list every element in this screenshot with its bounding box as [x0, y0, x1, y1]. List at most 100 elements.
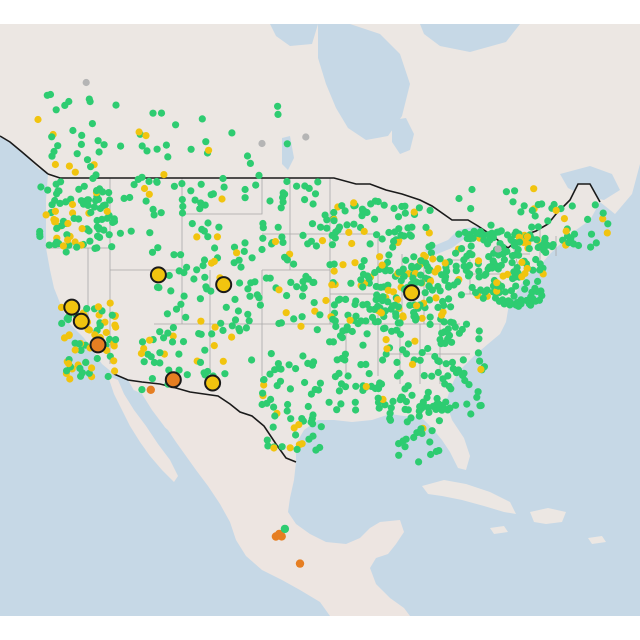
station-point-good[interactable] [278, 233, 286, 241]
station-point-good[interactable] [309, 420, 317, 428]
station-point-good[interactable] [242, 324, 250, 332]
station-point-moderate[interactable] [328, 281, 336, 289]
station-point-good[interactable] [362, 360, 370, 368]
station-marker-usg[interactable] [89, 336, 107, 354]
station-point-good[interactable] [305, 184, 313, 192]
station-point-good[interactable] [510, 187, 519, 195]
station-point-good[interactable] [399, 346, 407, 354]
station-markers-large[interactable] [63, 266, 421, 392]
station-point-good[interactable] [441, 275, 449, 283]
station-point-good[interactable] [334, 296, 343, 304]
station-point-moderate[interactable] [477, 365, 485, 373]
station-point-moderate[interactable] [275, 286, 283, 294]
station-point-good[interactable] [146, 229, 154, 237]
station-point-good[interactable] [163, 310, 171, 318]
station-point-moderate[interactable] [197, 317, 205, 325]
station-point-moderate[interactable] [408, 360, 417, 368]
station-point-good[interactable] [367, 200, 375, 208]
station-point-moderate[interactable] [112, 323, 120, 331]
station-point-good[interactable] [312, 242, 320, 250]
station-point-good[interactable] [309, 432, 317, 440]
station-point-good[interactable] [386, 416, 395, 424]
station-point-good[interactable] [112, 336, 120, 344]
station-point-good[interactable] [389, 397, 397, 405]
station-point-good[interactable] [381, 267, 389, 275]
station-point-good[interactable] [258, 400, 266, 409]
station-point-moderate[interactable] [64, 219, 72, 228]
station-point-moderate[interactable] [57, 303, 66, 311]
station-point-good[interactable] [394, 319, 402, 327]
station-point-good[interactable] [434, 303, 442, 311]
station-point-good[interactable] [587, 230, 596, 238]
station-point-good[interactable] [96, 233, 104, 241]
station-point-good[interactable] [116, 229, 124, 237]
station-point-good[interactable] [440, 318, 448, 326]
station-point-good[interactable] [263, 436, 271, 444]
station-point-moderate[interactable] [50, 215, 58, 224]
station-point-good[interactable] [179, 338, 188, 346]
station-point-moderate[interactable] [59, 242, 67, 250]
station-point-moderate[interactable] [111, 367, 119, 375]
station-point-good[interactable] [458, 245, 466, 253]
station-point-good[interactable] [460, 256, 468, 264]
station-point-good[interactable] [338, 202, 346, 210]
station-point-good[interactable] [384, 298, 392, 306]
station-point-good[interactable] [417, 271, 425, 279]
station-point-good[interactable] [217, 319, 225, 327]
station-point-good[interactable] [260, 376, 268, 384]
station-point-good[interactable] [424, 344, 432, 353]
station-point-good[interactable] [540, 240, 548, 248]
station-point-good[interactable] [417, 425, 425, 433]
station-point-good[interactable] [235, 325, 243, 333]
station-point-good[interactable] [402, 256, 410, 264]
station-point-good[interactable] [568, 202, 576, 210]
station-point-good[interactable] [287, 278, 295, 286]
station-point-good[interactable] [240, 247, 248, 255]
station-point-good[interactable] [475, 273, 483, 281]
station-point-good[interactable] [366, 240, 374, 248]
station-point-good[interactable] [436, 287, 444, 295]
station-point-good[interactable] [175, 267, 183, 275]
station-point-good[interactable] [281, 190, 289, 198]
station-point-moderate[interactable] [382, 336, 390, 344]
station-point-moderate[interactable] [103, 207, 111, 215]
station-point-good[interactable] [338, 354, 346, 363]
station-point-moderate[interactable] [378, 261, 386, 269]
station-point-moderate[interactable] [425, 229, 433, 237]
station-point-good[interactable] [105, 189, 113, 197]
station-point-good[interactable] [80, 182, 88, 190]
station-point-good[interactable] [459, 356, 467, 364]
station-point-good[interactable] [201, 346, 209, 354]
station-point-moderate[interactable] [228, 333, 236, 341]
station-marker-moderate[interactable] [204, 374, 222, 392]
station-point-good[interactable] [484, 240, 492, 248]
station-point-good[interactable] [336, 332, 345, 340]
station-point-good[interactable] [401, 202, 409, 210]
station-point-good[interactable] [512, 250, 521, 259]
station-point-good[interactable] [93, 216, 101, 225]
station-point-good[interactable] [415, 458, 423, 466]
station-point-good[interactable] [371, 269, 379, 277]
station-point-good[interactable] [75, 185, 83, 193]
station-point-good[interactable] [190, 275, 198, 283]
station-point-good[interactable] [278, 443, 286, 451]
station-point-good[interactable] [169, 324, 177, 332]
station-point-moderate[interactable] [418, 314, 426, 322]
station-point-moderate[interactable] [210, 342, 218, 350]
station-point-good[interactable] [417, 279, 425, 287]
station-point-good[interactable] [508, 275, 517, 283]
station-point-good[interactable] [495, 297, 503, 305]
station-point-moderate[interactable] [65, 360, 73, 368]
station-point-good[interactable] [461, 228, 469, 237]
station-point-good[interactable] [309, 200, 317, 208]
station-point-good[interactable] [532, 255, 540, 264]
station-point-good[interactable] [138, 386, 146, 394]
station-point-good[interactable] [138, 173, 146, 181]
station-point-good[interactable] [201, 273, 209, 281]
station-point-moderate[interactable] [271, 238, 280, 246]
station-point-good[interactable] [316, 311, 324, 319]
station-point-good[interactable] [359, 270, 368, 278]
station-point-good[interactable] [266, 197, 274, 205]
station-point-good[interactable] [521, 285, 529, 293]
station-point-moderate[interactable] [193, 233, 201, 241]
